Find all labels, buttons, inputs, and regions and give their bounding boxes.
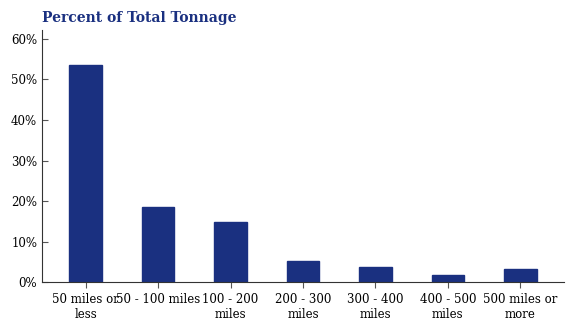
Bar	[504, 269, 536, 283]
Text: Percent of Total Tonnage: Percent of Total Tonnage	[42, 11, 236, 25]
Bar	[214, 222, 247, 283]
Bar	[141, 207, 174, 283]
Bar	[359, 267, 392, 283]
Bar	[287, 261, 319, 283]
Bar	[69, 65, 102, 283]
Bar	[432, 275, 464, 283]
